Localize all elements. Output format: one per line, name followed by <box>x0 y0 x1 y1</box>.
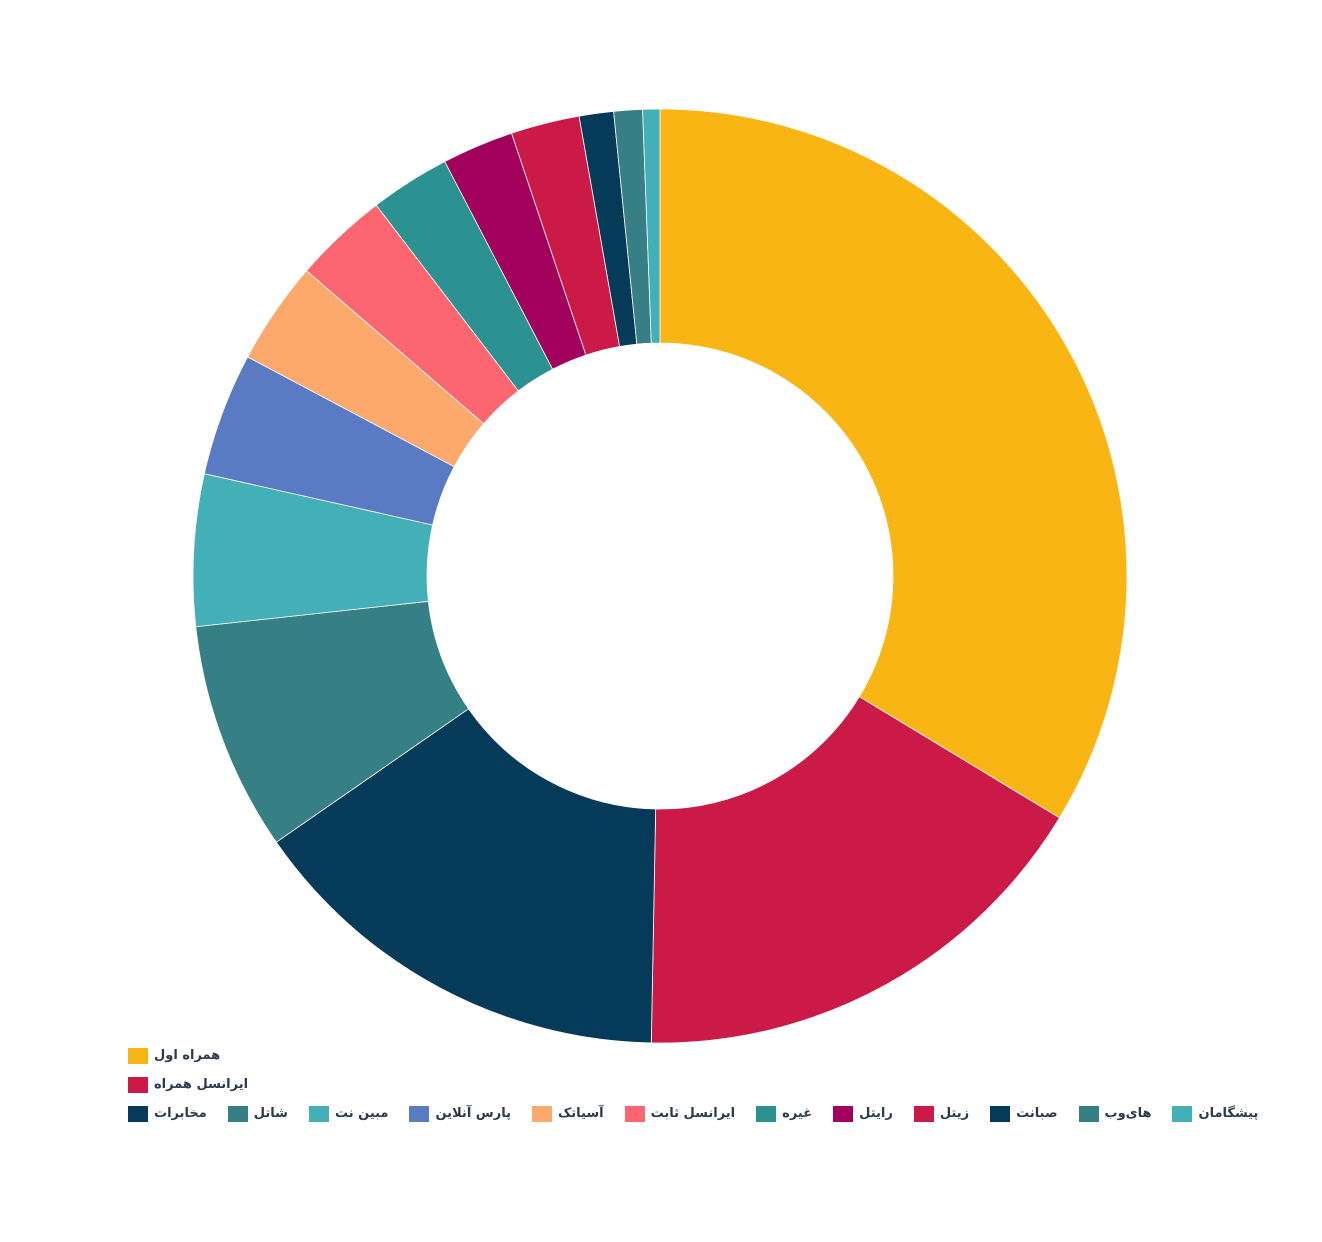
legend-row-1: همراه اول <box>128 1041 1228 1070</box>
legend-swatch <box>308 1105 329 1122</box>
legend-swatch <box>833 1105 854 1122</box>
donut-slices <box>192 108 1128 1044</box>
legend-item: غیره <box>756 1105 813 1122</box>
legend-item: ایرانسل همراه <box>128 1076 249 1093</box>
chart-legend: همراه اول ایرانسل همراه مخابرات شاتل مبی… <box>128 1041 1258 1128</box>
legend-label: ایرانسل ثابت <box>650 1106 736 1121</box>
legend-swatch <box>409 1105 430 1122</box>
legend-swatch <box>990 1105 1011 1122</box>
legend-label: صبانت <box>1016 1106 1058 1121</box>
legend-label: شاتل <box>253 1106 288 1121</box>
legend-label: غیره <box>782 1106 813 1121</box>
legend-row-3: مخابرات شاتل مبین نت پارس آنلاین آسیاتک … <box>128 1099 1258 1128</box>
legend-label: مبین نت <box>334 1106 389 1121</box>
donut-slice <box>659 108 1128 819</box>
legend-item: زیتل <box>913 1105 970 1122</box>
legend-item: مخابرات <box>128 1105 207 1122</box>
legend-swatch <box>227 1105 248 1122</box>
legend-item: صبانت <box>990 1105 1058 1122</box>
donut-slice <box>650 696 1061 1044</box>
legend-item: مبین نت <box>308 1105 389 1122</box>
legend-label: رایتل <box>859 1106 893 1121</box>
legend-swatch <box>128 1105 148 1122</box>
legend-swatch <box>128 1047 148 1064</box>
legend-item: رایتل <box>833 1105 893 1122</box>
legend-swatch <box>624 1105 645 1122</box>
legend-item: های‌وب <box>1078 1105 1152 1122</box>
legend-label: زیتل <box>939 1106 970 1121</box>
legend-label: ایرانسل همراه <box>154 1077 249 1092</box>
legend-label: همراه اول <box>154 1048 221 1063</box>
legend-label: مخابرات <box>154 1106 207 1121</box>
legend-swatch <box>756 1105 777 1122</box>
legend-swatch <box>913 1105 934 1122</box>
donut-slice <box>642 108 661 344</box>
legend-row-2: ایرانسل همراه <box>128 1070 1228 1099</box>
legend-item: پیشگامان <box>1172 1105 1259 1122</box>
legend-label: پیشگامان <box>1198 1106 1259 1121</box>
legend-item: پارس آنلاین <box>409 1105 511 1122</box>
legend-label: پارس آنلاین <box>435 1106 511 1121</box>
legend-item: ایرانسل ثابت <box>624 1105 736 1122</box>
legend-item: همراه اول <box>128 1047 221 1064</box>
legend-item: شاتل <box>227 1105 288 1122</box>
donut-slice <box>275 708 657 1044</box>
legend-swatch <box>531 1105 552 1122</box>
legend-item: آسیاتک <box>531 1105 604 1122</box>
legend-swatch <box>128 1076 148 1093</box>
legend-swatch <box>1078 1105 1099 1122</box>
legend-label: آسیاتک <box>557 1106 604 1121</box>
legend-swatch <box>1172 1105 1193 1122</box>
legend-label: های‌وب <box>1104 1106 1152 1121</box>
